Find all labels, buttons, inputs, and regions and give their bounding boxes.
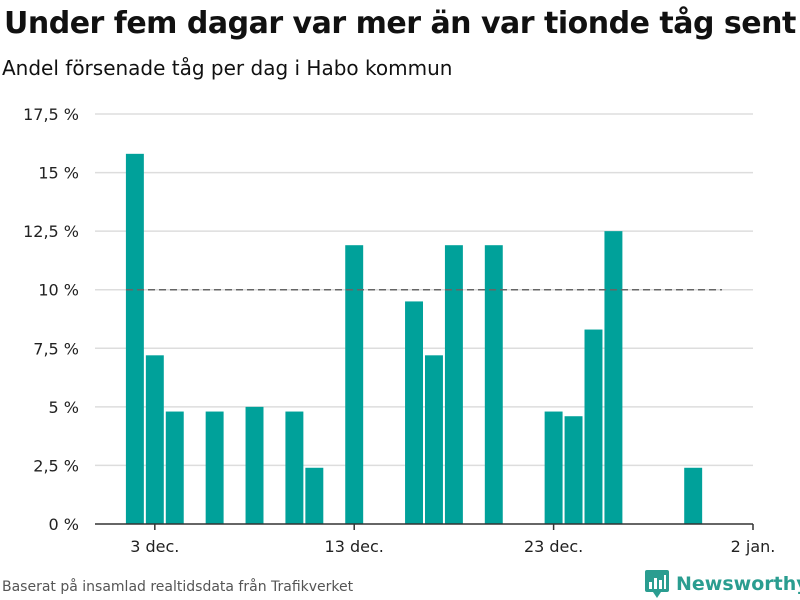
bar	[604, 231, 623, 524]
y-tick-label: 5 %	[49, 398, 79, 417]
bar	[405, 301, 424, 524]
newsworthy-logo: Newsworthy	[645, 570, 800, 598]
bar	[484, 245, 503, 524]
bar	[305, 467, 324, 524]
y-tick-label: 10 %	[38, 281, 79, 300]
x-tick-label: 3 dec.	[130, 537, 179, 556]
bar	[424, 355, 443, 524]
source-note: Baserat på insamlad realtidsdata från Tr…	[2, 579, 354, 595]
bar	[285, 411, 304, 524]
x-tick-label: 13 dec.	[325, 537, 384, 556]
x-tick-label: 23 dec.	[524, 537, 583, 556]
chart-title: Under fem dagar var mer än var tionde tå…	[4, 6, 796, 41]
bar	[584, 329, 603, 524]
bar	[125, 153, 144, 525]
y-tick-label: 15 %	[38, 164, 79, 183]
bar	[444, 245, 463, 524]
bar	[345, 245, 364, 524]
bar	[165, 411, 184, 524]
newsworthy-logo-icon	[645, 570, 669, 598]
bar	[544, 411, 563, 524]
bar	[205, 411, 224, 524]
y-tick-label: 2,5 %	[33, 456, 79, 475]
y-tick-label: 12,5 %	[23, 222, 79, 241]
bar	[245, 406, 264, 524]
bar	[145, 355, 164, 524]
y-tick-label: 0 %	[49, 515, 79, 534]
chart-subtitle: Andel försenade tåg per dag i Habo kommu…	[2, 56, 453, 80]
y-tick-label: 7,5 %	[33, 339, 79, 358]
y-tick-label: 17,5 %	[23, 105, 79, 124]
x-tick-label: 2 jan.	[731, 537, 776, 556]
newsworthy-logo-text: Newsworthy	[676, 573, 800, 595]
bar	[564, 416, 583, 524]
bar	[684, 467, 703, 524]
